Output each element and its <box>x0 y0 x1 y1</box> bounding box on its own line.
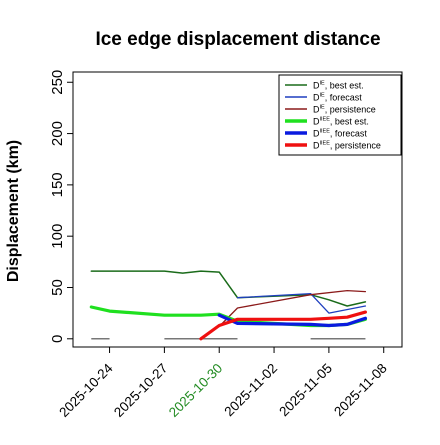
x-tick-label: 2025-11-08 <box>331 361 390 420</box>
legend-label: DIIEE, persistence <box>313 141 381 151</box>
y-tick-label: 50 <box>49 279 66 296</box>
y-axis-label: Displacement (km) <box>5 140 22 282</box>
series-line-3 <box>218 289 367 328</box>
legend-label: DIE, best est. <box>313 81 364 91</box>
y-tick-label: 250 <box>49 70 66 95</box>
y-tick-label: 100 <box>49 224 66 249</box>
series-line-6 <box>199 310 367 341</box>
x-tick-label: 2025-11-05 <box>276 361 335 420</box>
series-line-5 <box>217 313 367 328</box>
y-tick-label: 150 <box>49 172 66 197</box>
legend-label: DIE, persistence <box>313 105 376 115</box>
chart-title: Ice edge displacement distance <box>95 29 380 50</box>
x-tick-label: 2025-11-02 <box>221 361 280 420</box>
legend-box <box>278 74 402 156</box>
x-tick-label: 2025-10-27 <box>111 361 170 420</box>
legend-label: DIIEE, best est. <box>313 117 369 127</box>
series-line-1 <box>90 270 367 307</box>
x-tick-label: 2025-10-30 <box>166 361 225 420</box>
x-tick-label: 2025-10-24 <box>56 360 116 420</box>
y-tick-label: 0 <box>49 335 66 343</box>
plot-frame <box>72 71 403 348</box>
legend-label: DIE, forecast <box>313 93 362 103</box>
legend: DIE, best est. DIE, forecast DIE, persiste… <box>278 74 402 156</box>
legend-label: DIIEE, forecast <box>313 129 367 139</box>
plot-area: 0501001502002502025-10-242025-10-272025-… <box>49 70 403 420</box>
y-tick-label: 200 <box>49 121 66 146</box>
series-line-2 <box>236 292 367 314</box>
